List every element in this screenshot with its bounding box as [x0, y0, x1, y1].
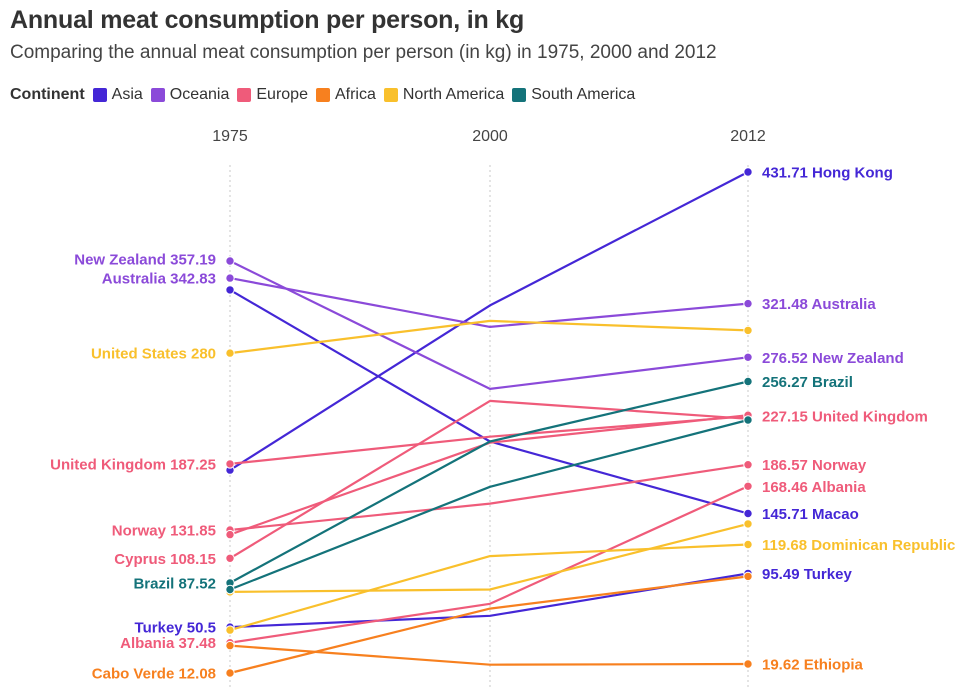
series-line-hong-kong — [229, 171, 749, 472]
point-cabo-verde-2012 — [743, 571, 753, 582]
point-europe-other--1975 — [225, 529, 235, 540]
start-label-norway-131-85: Norway 131.85 — [112, 523, 216, 540]
point-dominican-republic-1975 — [225, 625, 235, 635]
legend-label: Oceania — [169, 86, 230, 103]
end-label-168-46-albania: 168.46 Albania — [762, 479, 866, 496]
end-label-276-52-new-zealand: 276.52 New Zealand — [762, 350, 904, 367]
end-label-145-71-macao: 145.71 Macao — [762, 506, 859, 523]
point-macao-2012 — [743, 508, 753, 519]
legend-swatch — [150, 88, 165, 102]
legend-item-europe[interactable]: Europe — [237, 86, 308, 104]
series-line-new-zealand — [229, 260, 749, 390]
legend-item-north-america[interactable]: North America — [383, 86, 505, 104]
legend-swatch — [315, 88, 330, 102]
point-new-zealand-2012 — [743, 352, 753, 362]
point-albania-2012 — [743, 481, 753, 491]
point-south-america-other--2012 — [743, 415, 753, 425]
point-united-states-1975 — [225, 348, 235, 358]
point-ethiopia-1975 — [225, 640, 235, 651]
legend-swatch — [512, 88, 527, 102]
series-line-united-kingdom — [229, 415, 749, 465]
start-label-cyprus-108-15: Cyprus 108.15 — [114, 551, 216, 568]
start-label-united-states-280: United States 280 — [91, 346, 216, 363]
series-line-cyprus — [229, 399, 749, 560]
legend-swatch — [92, 88, 107, 102]
legend-label: Europe — [256, 86, 308, 103]
legend-swatch — [383, 88, 398, 102]
start-label-united-kingdom-187-25: United Kingdom 187.25 — [50, 456, 216, 473]
point-australia-2012 — [743, 298, 753, 309]
end-label-186-57-norway: 186.57 Norway — [762, 457, 867, 474]
start-label-cabo-verde-12-08: Cabo Verde 12.08 — [92, 666, 216, 683]
series-line-turkey — [229, 572, 749, 629]
point-macao-1975 — [225, 285, 235, 295]
legend-swatch — [237, 88, 252, 102]
end-label-95-49-turkey: 95.49 Turkey — [762, 566, 852, 583]
year-label-1975: 1975 — [212, 128, 248, 145]
series-line-united-states — [229, 319, 749, 355]
legend-label: Africa — [334, 86, 376, 103]
legend-label: North America — [402, 86, 505, 103]
end-label-431-71-hong-kong: 431.71 Hong Kong — [762, 165, 893, 182]
series-line-brazil — [229, 380, 749, 584]
end-label-256-27-brazil: 256.27 Brazil — [762, 374, 853, 391]
series-line-south-america-other- — [229, 418, 749, 591]
point-brazil-2012 — [743, 376, 753, 387]
legend-label: Asia — [111, 86, 143, 103]
series-line-ethiopia — [229, 644, 749, 666]
point-dominican-republic-2012 — [743, 539, 753, 550]
point-united-kingdom-1975 — [225, 459, 235, 469]
start-label-australia-342-83: Australia 342.83 — [102, 270, 216, 287]
series-line-australia — [229, 277, 749, 328]
end-label-19-62-ethiopia: 19.62 Ethiopia — [762, 657, 864, 674]
series-line-north-america-other- — [229, 522, 749, 593]
series-line-dominican-republic — [229, 543, 749, 632]
series-line-norway — [229, 463, 749, 532]
start-label-albania-37-48: Albania 37.48 — [120, 635, 216, 652]
point-ethiopia-2012 — [743, 659, 753, 669]
point-norway-2012 — [743, 460, 753, 470]
point-australia-1975 — [225, 273, 235, 283]
end-label-227-15-united-kingdom: 227.15 United Kingdom — [762, 409, 928, 426]
point-north-america-other--2012 — [743, 519, 753, 529]
legend-item-africa[interactable]: Africa — [315, 86, 376, 104]
point-cyprus-1975 — [225, 553, 235, 563]
year-label-2012: 2012 — [730, 128, 766, 145]
series-line-europe-other- — [229, 414, 749, 536]
point-hong-kong-2012 — [743, 167, 753, 177]
legend-item-oceania[interactable]: Oceania — [150, 86, 230, 104]
legend-title: Continent — [10, 86, 85, 103]
year-label-2000: 2000 — [472, 128, 508, 145]
chart-subtitle: Comparing the annual meat consumption pe… — [10, 42, 717, 63]
point-new-zealand-1975 — [225, 256, 235, 266]
legend-item-south-america[interactable]: South America — [512, 86, 635, 104]
legend-label: South America — [531, 86, 636, 103]
start-label-new-zealand-357-19: New Zealand 357.19 — [74, 251, 216, 268]
start-label-turkey-50-5: Turkey 50.5 — [135, 620, 216, 637]
point-cabo-verde-1975 — [225, 668, 235, 678]
start-label-brazil-87-52: Brazil 87.52 — [133, 575, 216, 592]
point-united-states-2012 — [743, 325, 753, 336]
legend: Continent Asia Oceania Europe Africa Nor… — [10, 86, 643, 104]
chart-title: Annual meat consumption per person, in k… — [10, 6, 525, 34]
series-line-albania — [229, 485, 749, 644]
point-south-america-other--1975 — [225, 584, 235, 595]
end-label-119-68-dominican-republic: 119.68 Dominican Republic — [762, 537, 955, 554]
legend-item-asia[interactable]: Asia — [92, 86, 143, 104]
end-label-321-48-australia: 321.48 Australia — [762, 296, 876, 313]
